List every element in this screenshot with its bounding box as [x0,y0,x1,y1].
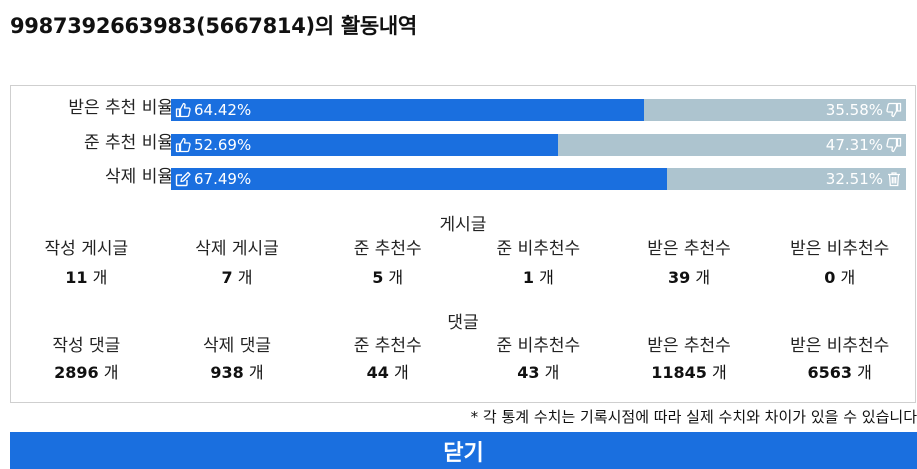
stat-label: 받은 비추천수 [790,239,890,259]
bar-left-percent: 64.42% [194,101,252,119]
bar-right-percent: 32.51% [825,170,883,188]
bar-row-given-recommend: 준 추천 비율 52.69% 47.31% [11,131,915,156]
stat-value: 7 개 [221,268,253,287]
bar-fill [171,134,559,156]
bar-right-value: 47.31% [826,134,902,156]
stat-value: 2896 개 [54,363,119,382]
stat-received-recommend: 받은 추천수 11845 개 [614,335,765,385]
bar-fill [171,99,645,121]
stat-value: 11 개 [65,268,108,287]
stat-received-unrecommend: 받은 비추천수 0 개 [764,238,915,290]
stat-written-comments: 작성 댓글 2896 개 [11,335,162,385]
stat-received-recommend: 받은 추천수 39 개 [614,238,765,290]
stat-label: 삭제 게시글 [195,239,279,259]
stat-label: 준 비추천수 [496,239,581,259]
bar-left-value: 52.69% [175,134,251,156]
page-title: 9987392663983(5667814)의 활동내역 [10,14,417,38]
stat-given-recommend: 준 추천수 44 개 [312,335,463,385]
disclaimer-note: * 각 통계 수치는 기록시점에 따라 실제 수치와 차이가 있을 수 있습니다 [470,408,917,426]
bar-right-value: 32.51% [826,168,902,190]
thumbs-up-icon [175,102,191,118]
trash-icon [888,172,900,187]
stat-value: 938 개 [210,363,264,382]
comments-stats: 작성 댓글 2896 개 삭제 댓글 938 개 준 추천수 44 개 준 비추… [11,335,915,385]
stat-received-unrecommend: 받은 비추천수 6563 개 [764,335,915,385]
stat-label: 삭제 댓글 [203,336,271,356]
thumbs-up-icon [175,137,191,153]
bar-row-received-recommend: 받은 추천 비율 64.42% 35.58% [11,96,915,121]
bar-label: 받은 추천 비율 [68,98,173,118]
stat-label: 준 비추천수 [496,336,581,356]
stat-value: 5 개 [372,268,404,287]
stat-label: 작성 게시글 [44,239,129,259]
stat-label: 준 추천수 [353,336,422,356]
stat-given-unrecommend: 준 비추천수 43 개 [463,335,614,385]
bar-fill [171,168,668,190]
stat-value: 39 개 [667,268,711,287]
activity-panel: 받은 추천 비율 64.42% 35.58% 준 추천 비율 52.69% 47… [10,85,916,403]
stat-label: 받은 추천수 [647,239,731,259]
bar-track: 52.69% 47.31% [171,134,906,156]
bar-right-percent: 47.31% [825,136,883,154]
bar-label: 준 추천 비율 [83,133,173,153]
bar-right-value: 35.58% [826,99,902,121]
stat-deleted-comments: 삭제 댓글 938 개 [162,335,313,385]
bar-right-percent: 35.58% [825,101,883,119]
edit-icon [175,171,191,187]
bar-left-value: 67.49% [175,168,251,190]
bar-track: 64.42% 35.58% [171,99,906,121]
thumbs-down-icon [886,137,902,153]
stat-given-unrecommend: 준 비추천수 1 개 [463,238,614,290]
thumbs-down-icon [886,102,902,118]
stat-label: 작성 댓글 [52,336,121,356]
stat-value: 0 개 [824,268,856,287]
comments-section-title: 댓글 [447,313,479,333]
close-button[interactable]: 닫기 [10,432,917,469]
stat-value: 1 개 [522,268,554,287]
stat-value: 11845 개 [651,363,727,382]
bar-left-percent: 67.49% [194,170,252,188]
stat-label: 받은 추천수 [647,336,731,356]
stat-label: 받은 비추천수 [790,336,890,356]
posts-section-title: 게시글 [439,215,487,235]
bar-left-value: 64.42% [175,99,251,121]
stat-deleted-posts: 삭제 게시글 7 개 [162,238,313,290]
stat-written-posts: 작성 게시글 11 개 [11,238,162,290]
stat-value: 44 개 [366,363,409,382]
posts-stats: 작성 게시글 11 개 삭제 게시글 7 개 준 추천수 5 개 준 비추천수 … [11,238,915,290]
stat-label: 준 추천수 [353,239,422,259]
stat-given-recommend: 준 추천수 5 개 [312,238,463,290]
bar-track: 67.49% 32.51% [171,168,906,190]
stat-value: 43 개 [517,363,560,382]
bar-label: 삭제 비율 [105,167,173,187]
bar-left-percent: 52.69% [194,136,252,154]
bar-row-delete: 삭제 비율 67.49% 32.51% [11,165,915,190]
stat-value: 6563 개 [807,363,872,382]
